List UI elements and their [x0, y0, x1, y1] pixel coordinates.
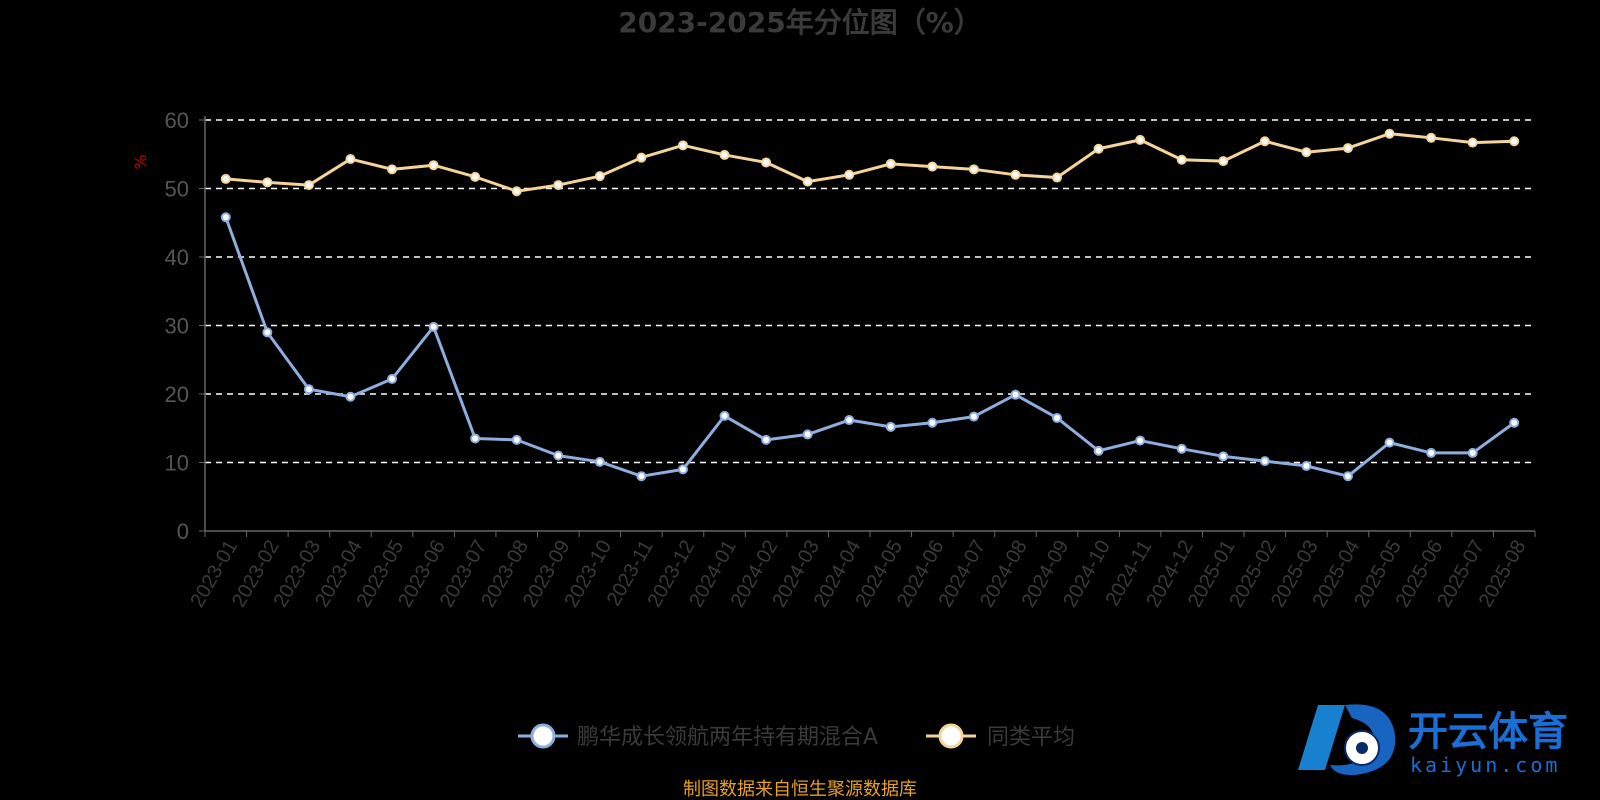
- data-point: [1342, 471, 1353, 482]
- data-point: [553, 450, 564, 461]
- y-tick-label: 30: [165, 314, 189, 339]
- data-point: [844, 415, 855, 426]
- data-point: [1426, 132, 1437, 143]
- y-tick-label: 10: [165, 451, 189, 476]
- data-point: [262, 177, 273, 188]
- logo-icon: [1298, 704, 1396, 776]
- data-point: [885, 421, 896, 432]
- data-point: [1384, 128, 1395, 139]
- data-point: [1010, 389, 1021, 400]
- y-tick-label: 40: [165, 245, 189, 270]
- data-point: [470, 433, 481, 444]
- data-point: [303, 384, 314, 395]
- data-point: [220, 212, 231, 223]
- y-tick-label: 50: [165, 177, 189, 202]
- data-point: [1384, 437, 1395, 448]
- axes: [204, 116, 1535, 532]
- data-point: [345, 154, 356, 165]
- legend-item-fund[interactable]: 鹏华成长领航两年持有期混合A: [518, 723, 878, 750]
- data-point: [594, 456, 605, 467]
- data-point: [1467, 137, 1478, 148]
- data-source-footer: 制图数据来自恒生聚源数据库: [683, 779, 917, 800]
- data-point: [345, 391, 356, 402]
- data-point: [719, 149, 730, 160]
- data-point: [1093, 445, 1104, 456]
- data-point: [1093, 143, 1104, 154]
- data-point: [1509, 417, 1520, 428]
- data-point: [303, 180, 314, 191]
- data-point: [1176, 154, 1187, 165]
- grid-lines: [205, 119, 1535, 464]
- watermark-logo: 开云体育 kaiyun.com: [1298, 704, 1568, 777]
- data-point: [719, 410, 730, 421]
- data-point: [968, 411, 979, 422]
- data-point: [677, 140, 688, 151]
- data-point: [428, 321, 439, 332]
- data-point: [1176, 443, 1187, 454]
- data-point: [677, 464, 688, 475]
- data-point: [1301, 460, 1312, 471]
- y-tick-label: 60: [165, 108, 189, 133]
- data-point: [1342, 143, 1353, 154]
- data-point: [636, 152, 647, 163]
- y-axis-ticks: 0 10 20 30 40 50 60: [165, 108, 205, 544]
- logo-brand-name: 开云体育: [1408, 709, 1568, 755]
- data-point: [1509, 136, 1520, 147]
- data-point: [594, 171, 605, 182]
- data-point: [1218, 451, 1229, 462]
- data-point: [927, 417, 938, 428]
- data-point: [262, 327, 273, 338]
- legend-label-fund: 鹏华成长领航两年持有期混合A: [577, 725, 878, 750]
- data-point: [1426, 447, 1437, 458]
- data-point: [927, 161, 938, 172]
- data-point: [802, 429, 813, 440]
- data-point: [1052, 172, 1063, 183]
- data-point: [511, 186, 522, 197]
- data-point: [1135, 134, 1146, 145]
- data-point: [761, 157, 772, 168]
- y-axis-label: %: [131, 154, 150, 169]
- data-point: [761, 434, 772, 445]
- data-point: [387, 373, 398, 384]
- series-group: [220, 128, 1520, 482]
- chart-title: 2023-2025年分位图（%）: [618, 6, 982, 39]
- logo-domain: kaiyun.com: [1410, 753, 1560, 777]
- series-line-1: [225, 132, 1515, 193]
- data-point: [1467, 447, 1478, 458]
- data-point: [1259, 136, 1270, 147]
- legend-item-average[interactable]: 同类平均: [926, 723, 1075, 750]
- data-point: [802, 176, 813, 187]
- legend[interactable]: 鹏华成长领航两年持有期混合A 同类平均: [518, 723, 1075, 750]
- data-point: [387, 164, 398, 175]
- data-point: [1259, 456, 1270, 467]
- data-point: [885, 158, 896, 169]
- legend-marker-average: [938, 723, 964, 749]
- data-point: [1301, 147, 1312, 158]
- series-line-0: [224, 216, 1516, 478]
- data-point: [220, 173, 231, 184]
- data-point: [1135, 435, 1146, 446]
- x-axis-ticks: 2023-012023-022023-032023-042023-052023-…: [186, 531, 1536, 611]
- legend-label-average: 同类平均: [987, 725, 1075, 750]
- data-point: [470, 171, 481, 182]
- data-point: [1052, 412, 1063, 423]
- data-point: [1010, 169, 1021, 180]
- data-point: [1218, 156, 1229, 167]
- data-point: [636, 471, 647, 482]
- data-point: [844, 169, 855, 180]
- data-point: [428, 160, 439, 171]
- legend-marker-fund: [530, 723, 556, 749]
- data-point: [968, 164, 979, 175]
- data-point: [511, 434, 522, 445]
- y-tick-label: 0: [177, 519, 189, 544]
- data-point: [553, 180, 564, 191]
- y-tick-label: 20: [165, 382, 189, 407]
